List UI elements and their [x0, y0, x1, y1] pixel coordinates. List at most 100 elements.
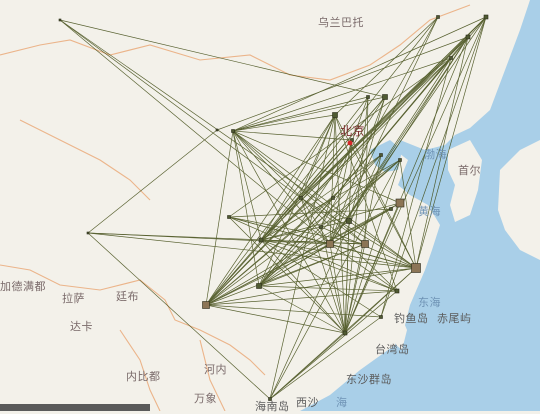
- node-marker: [398, 158, 402, 162]
- flow-line: [329, 243, 417, 269]
- label-nay-pyi-taw: 内比都: [126, 370, 161, 383]
- flow-line: [205, 220, 350, 306]
- label-hanoi: 河内: [204, 363, 227, 376]
- label-kathmandu: 加德满都: [0, 280, 46, 293]
- flow-line: [334, 16, 439, 116]
- flow-line: [205, 208, 392, 306]
- flow-line: [260, 202, 401, 241]
- node-marker: [342, 330, 348, 336]
- flow-line: [329, 96, 386, 245]
- node-marker: [436, 15, 440, 19]
- flow-line: [258, 154, 382, 287]
- flow-line: [205, 267, 417, 306]
- flow-line: [87, 232, 417, 269]
- label-dongsha: 东沙群岛: [346, 373, 392, 386]
- node-marker: [231, 129, 235, 133]
- flow-line: [228, 208, 392, 218]
- label-dhaka: 达卡: [70, 320, 93, 333]
- flow-line: [260, 16, 439, 241]
- japan: [498, 140, 540, 260]
- node-marker: [215, 128, 219, 132]
- flow-line: [329, 139, 353, 245]
- node-marker: [86, 231, 90, 235]
- flow-line: [87, 129, 218, 234]
- flow-line: [269, 290, 398, 400]
- label-bohai: 渤海: [424, 148, 447, 161]
- label-chiwei: 赤尾屿: [437, 312, 472, 325]
- flow-line: [329, 16, 487, 245]
- flow-line: [320, 96, 369, 228]
- flow-line: [344, 159, 401, 334]
- node-marker: [411, 263, 421, 273]
- label-mongolia: 乌兰巴托: [318, 16, 364, 29]
- flow-line: [399, 159, 417, 269]
- flow-line: [258, 285, 346, 334]
- flow-line: [269, 159, 401, 400]
- node-marker: [379, 315, 383, 319]
- flow-line: [260, 239, 382, 318]
- flow-line: [232, 96, 386, 132]
- label-taiwan: 台湾岛: [375, 343, 410, 356]
- flow-line: [205, 36, 469, 306]
- flow-line: [258, 16, 487, 287]
- flow-line: [205, 243, 366, 306]
- flow-line: [232, 130, 353, 141]
- flow-line: [329, 36, 469, 245]
- node-marker: [227, 215, 231, 219]
- label-diaoyu: 钓鱼岛: [394, 312, 429, 325]
- node-marker: [483, 14, 489, 20]
- label-hainan: 海南岛: [255, 400, 290, 413]
- label-wanxiang: 万象: [194, 392, 217, 405]
- node-marker: [382, 94, 388, 100]
- flow-line: [258, 220, 350, 287]
- flow-line: [258, 226, 322, 287]
- flow-line: [269, 316, 382, 400]
- flow-line: [269, 154, 382, 400]
- taiwan-island: [395, 318, 407, 350]
- flow-line: [329, 243, 398, 292]
- flow-line: [260, 114, 336, 241]
- node-marker: [449, 56, 453, 60]
- flow-line: [329, 57, 452, 245]
- flow-line: [260, 197, 334, 241]
- flow-line: [216, 36, 469, 131]
- node-marker: [256, 283, 262, 289]
- flow-line: [228, 216, 366, 245]
- node-marker: [319, 225, 323, 229]
- node-marker: [332, 112, 338, 118]
- node-marker: [366, 95, 370, 99]
- flow-line: [344, 202, 401, 334]
- flow-line: [232, 130, 398, 292]
- node-marker: [299, 196, 303, 200]
- node-marker: [268, 397, 272, 401]
- flow-line: [260, 154, 382, 241]
- flow-line: [205, 159, 401, 306]
- flow-line: [232, 16, 487, 132]
- bohai-sea: [370, 140, 402, 172]
- flow-line: [232, 130, 417, 269]
- flow-line: [205, 114, 336, 306]
- flow-line: [300, 197, 346, 334]
- borders: [0, 4, 471, 411]
- flow-line: [205, 197, 302, 306]
- node-marker: [395, 198, 405, 208]
- flow-line: [232, 57, 452, 132]
- node-marker: [331, 196, 335, 200]
- label-seoul: 首尔: [458, 164, 481, 177]
- flow-line: [232, 96, 369, 132]
- flow-line: [258, 96, 386, 287]
- flow-line: [415, 16, 487, 269]
- label-lhasa: 拉萨: [62, 292, 85, 305]
- flow-line: [232, 130, 262, 241]
- flow-line: [258, 243, 331, 287]
- node-marker: [394, 288, 400, 294]
- flow-line: [334, 114, 417, 269]
- flow-line: [59, 19, 302, 199]
- flow-line: [205, 243, 331, 306]
- flow-line: [260, 239, 346, 334]
- node-marker: [326, 240, 334, 248]
- flow-line: [59, 19, 386, 98]
- flow-line: [329, 114, 336, 245]
- flow-line: [232, 130, 260, 287]
- flow-line: [87, 232, 271, 400]
